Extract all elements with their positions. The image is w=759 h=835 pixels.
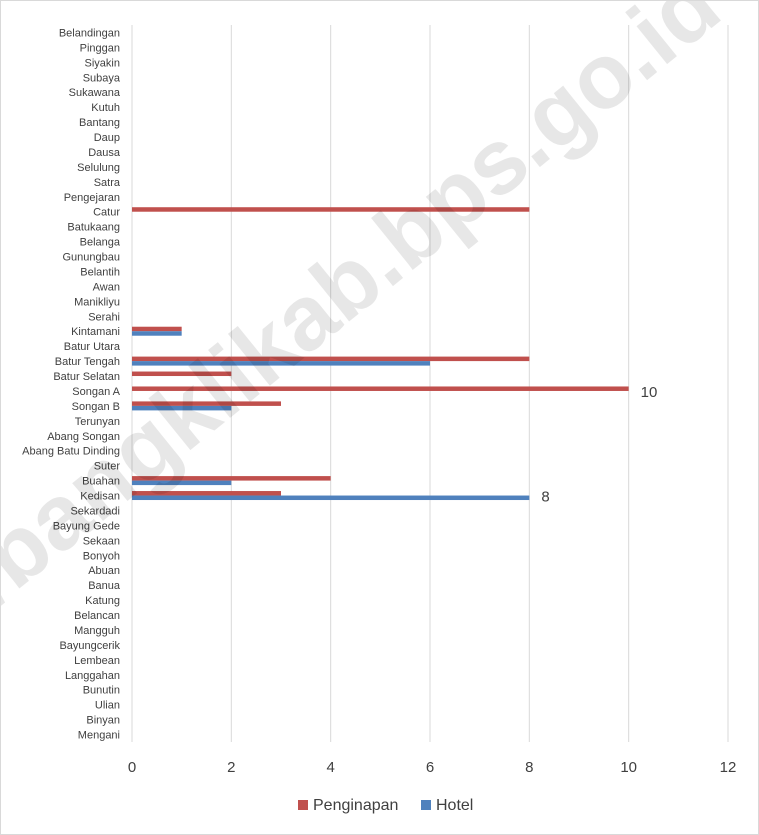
category-label: Katung <box>85 595 120 607</box>
category-label: Manikliyu <box>74 296 120 308</box>
category-label: Bayung Gede <box>53 520 120 532</box>
category-label: Belandingan <box>59 27 120 39</box>
legend-label-penginapan: Penginapan <box>313 797 398 814</box>
category-label: Kintamani <box>71 326 120 338</box>
category-label: Kedisan <box>80 491 120 503</box>
category-label: Belantih <box>80 266 120 278</box>
legend-swatch-hotel <box>421 800 431 810</box>
legend: Penginapan Hotel <box>298 797 473 814</box>
category-label: Batukaang <box>67 222 120 234</box>
category-label: Suter <box>94 461 121 473</box>
category-label: Pinggan <box>80 42 120 54</box>
category-label: Kutuh <box>91 102 120 114</box>
category-label: Sekaan <box>83 535 120 547</box>
bar-hotel <box>132 495 530 501</box>
bar-penginapan <box>132 371 232 377</box>
category-label: Binyan <box>86 715 120 727</box>
category-label: Abang Batu Dinding <box>22 446 120 458</box>
category-label: Bonyoh <box>83 550 120 562</box>
x-tick-label: 8 <box>525 759 533 776</box>
legend-label-hotel: Hotel <box>436 797 473 814</box>
x-tick-label: 12 <box>720 759 737 776</box>
bar-penginapan <box>132 207 530 212</box>
category-label: Satra <box>94 177 121 189</box>
category-label: Batur Selatan <box>53 371 120 383</box>
category-label: Selulung <box>77 162 120 174</box>
category-label: Batur Tengah <box>55 356 120 368</box>
x-tick-labels: 0 2 4 6 8 10 12 <box>128 759 737 776</box>
category-label: Daup <box>94 132 120 144</box>
category-label: Ulian <box>95 700 120 712</box>
category-label: Mengani <box>78 730 120 742</box>
category-label: Subaya <box>83 72 121 84</box>
x-tick-label: 6 <box>426 759 434 776</box>
category-label: Banua <box>88 580 121 592</box>
bar-hotel <box>132 480 232 486</box>
category-label: Abuan <box>88 565 120 577</box>
legend-swatch-penginapan <box>298 800 308 810</box>
bar-penginapan <box>132 356 530 362</box>
category-label: Gunungbau <box>63 252 121 264</box>
category-label: Sukawana <box>69 87 121 99</box>
category-label: Terunyan <box>75 416 120 428</box>
category-label: Belancan <box>74 610 120 622</box>
category-label: Catur <box>93 207 120 219</box>
x-tick-label: 2 <box>227 759 235 776</box>
bar-penginapan <box>132 476 331 481</box>
category-label: Pengejaran <box>64 192 120 204</box>
x-tick-label: 10 <box>620 759 637 776</box>
data-label: 10 <box>641 384 658 401</box>
bar-penginapan <box>132 326 182 332</box>
x-tick-label: 4 <box>326 759 334 776</box>
bar-penginapan <box>132 491 281 496</box>
category-label: Bunutin <box>83 685 120 697</box>
category-label: Bantang <box>79 117 120 129</box>
bar-penginapan <box>132 401 281 406</box>
category-label: Abang Songan <box>47 431 120 443</box>
category-label: Songan A <box>72 386 120 398</box>
data-labels: 10 8 <box>541 384 657 506</box>
bar-penginapan <box>132 386 629 391</box>
category-label: Bayungcerik <box>59 640 120 652</box>
category-label: Mangguh <box>74 625 120 637</box>
category-label: Lembean <box>74 655 120 667</box>
category-label: Songan B <box>72 401 120 413</box>
category-label: Belanga <box>80 237 121 249</box>
gridlines <box>131 25 729 742</box>
category-label: Batur Utara <box>64 341 121 353</box>
category-label: Siyakin <box>85 57 120 69</box>
category-label: Serahi <box>88 311 120 323</box>
bar-hotel <box>132 331 182 336</box>
category-label: Awan <box>93 281 120 293</box>
x-tick-label: 0 <box>128 759 136 776</box>
category-label: Buahan <box>82 476 120 488</box>
data-label: 8 <box>541 489 549 506</box>
category-label: Dausa <box>88 147 121 159</box>
bar-hotel <box>132 361 430 366</box>
category-labels: Belandingan Pinggan Siyakin Subaya Sukawana K… <box>22 27 121 741</box>
bars <box>132 207 629 501</box>
category-label: Langgahan <box>65 670 120 682</box>
bar-hotel <box>132 405 232 411</box>
category-label: Sekardadi <box>70 505 120 517</box>
